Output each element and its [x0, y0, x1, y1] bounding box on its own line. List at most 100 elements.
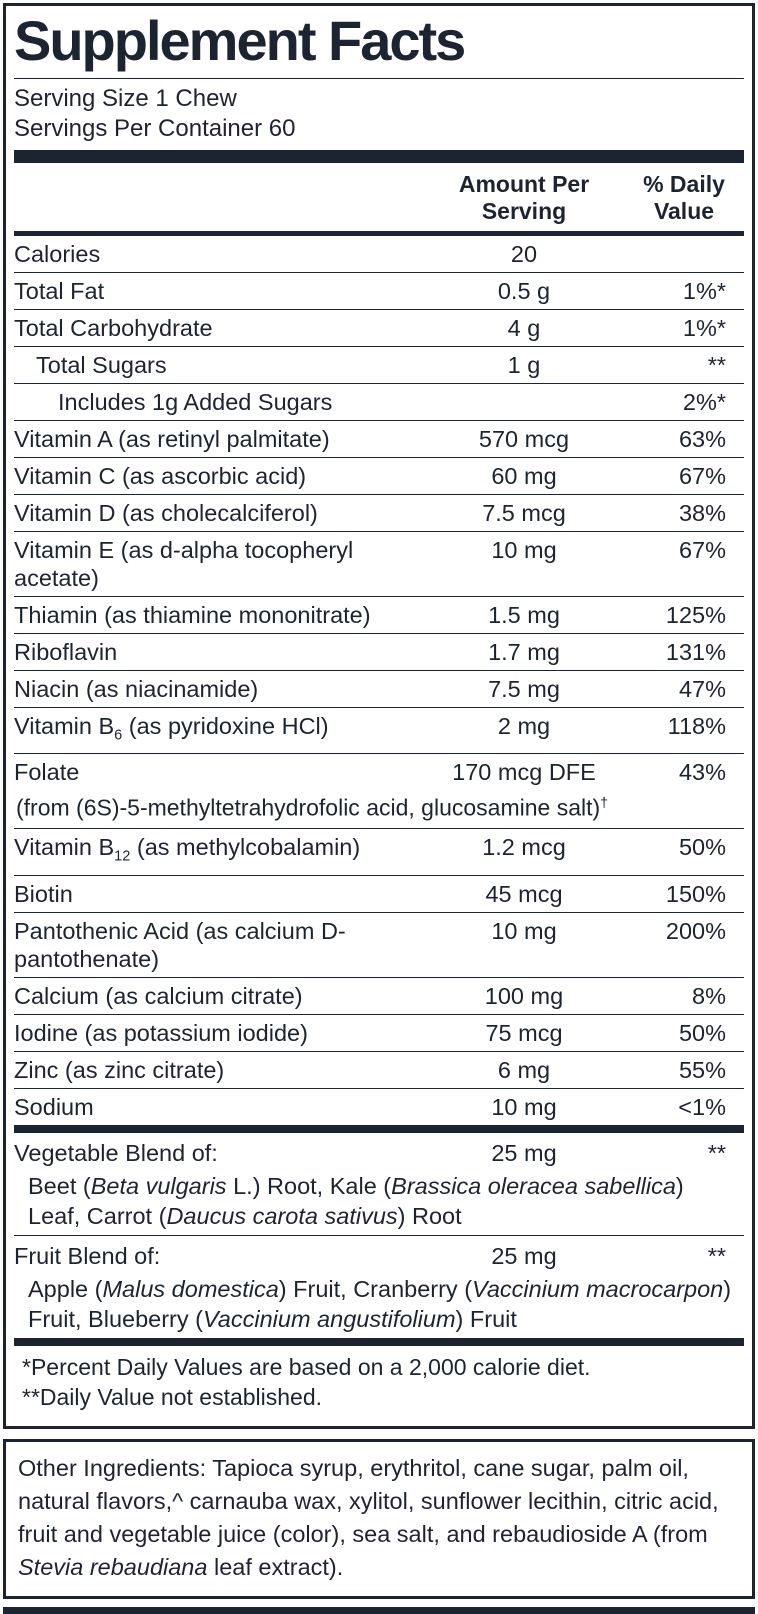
table-row: Vitamin D (as cholecalciferol) 7.5 mcg 38%: [14, 495, 744, 532]
nutrient-name: Iodine (as potassium iodide): [14, 1019, 308, 1046]
table-row: Calories 20: [14, 236, 744, 273]
divider-thick-top: [14, 149, 744, 163]
nutrient-dv: 1%*: [682, 277, 726, 304]
nutrient-amount: 75 mcg: [485, 1019, 563, 1046]
nutrient-amount: 60 mg: [491, 462, 557, 489]
nutrient-dv: 2%*: [682, 388, 726, 415]
nutrient-name: Calcium (as calcium citrate): [14, 982, 303, 1009]
footnote-line: *Percent Daily Values are based on a 2,0…: [22, 1353, 591, 1380]
nutrient-amount: 45 mcg: [485, 880, 563, 907]
nutrient-name: Vitamin B12 (as methylcobalamin): [14, 833, 361, 865]
table-row: Vitamin C (as ascorbic acid) 60 mg 67%: [14, 458, 744, 495]
nutrient-amount: 7.5 mcg: [482, 499, 566, 526]
nutrient-name: Vitamin A (as retinyl palmitate): [14, 425, 330, 452]
nutrient-name: Total Fat: [14, 277, 105, 304]
nutrient-dv: 38%: [678, 499, 726, 526]
nutrient-dv: 67%: [678, 462, 726, 489]
table-row: Biotin 45 mcg 150%: [14, 876, 744, 913]
nutrient-name: Vitamin C (as ascorbic acid): [14, 462, 307, 489]
nutrient-amount: 0.5 g: [497, 277, 551, 304]
blend-dv: **: [707, 1242, 726, 1269]
nutrient-dv: 150%: [665, 880, 726, 907]
nutrient-name: Total Sugars: [36, 351, 167, 378]
nutrient-dv: <1%: [678, 1093, 726, 1120]
nutrient-amount: 4 g: [507, 314, 541, 341]
nutrient-name: Vitamin D (as cholecalciferol): [14, 499, 318, 526]
nutrient-dv: 8%: [692, 982, 726, 1009]
serving-size: Serving Size 1 Chew: [14, 84, 237, 112]
other-ingredients-text: Other Ingredients: Tapioca syrup, erythr…: [18, 1454, 719, 1580]
nutrient-amount: 1.5 mg: [488, 601, 560, 628]
table-row: Vitamin B6 (as pyridoxine HCl) 2 mg 118%: [14, 708, 744, 755]
nutrient-name: Pantothenic Acid (as calcium D-pantothen…: [14, 917, 346, 972]
nutrient-name: Thiamin (as thiamine mononitrate): [14, 601, 371, 628]
supplement-facts-panel: Supplement Facts Serving Size 1 Chew Ser…: [3, 3, 755, 1429]
table-header: Amount Per Serving % Daily Value: [14, 163, 744, 236]
nutrient-amount: 10 mg: [491, 917, 557, 944]
footnote-line: **Daily Value not established.: [22, 1383, 323, 1410]
nutrient-amount: 20: [510, 240, 538, 267]
nutrient-dv: 47%: [678, 675, 726, 702]
table-row: Vitamin B12 (as methylcobalamin) 1.2 mcg 5…: [14, 829, 744, 876]
nutrient-amount: 10 mg: [491, 1093, 557, 1120]
nutrient-name: Calories: [14, 240, 101, 267]
blend-name: Fruit Blend of:: [14, 1242, 161, 1269]
nutrient-dv: 67%: [678, 536, 726, 563]
next-panel-edge: [3, 1606, 755, 1614]
table-row: Sodium 10 mg <1%: [14, 1089, 744, 1125]
nutrient-amount: 1.7 mg: [488, 638, 560, 665]
header-percent-daily-value: % Daily Value: [643, 170, 725, 224]
table-row: Pantothenic Acid (as calcium D-pantothen…: [14, 913, 744, 978]
nutrient-name: Total Carbohydrate: [14, 314, 213, 341]
nutrient-name: Folate: [14, 759, 80, 786]
nutrient-dv: 63%: [678, 425, 726, 452]
table-row: Calcium (as calcium citrate) 100 mg 8%: [14, 978, 744, 1015]
table-row: Total Sugars 1 g **: [14, 347, 744, 384]
nutrient-subtext: (from (6S)-5-methyltetrahydrofolic acid,…: [16, 794, 609, 821]
table-row: Iodine (as potassium iodide) 75 mcg 50%: [14, 1015, 744, 1052]
nutrient-dv: 50%: [678, 833, 726, 860]
header-amount-per-serving: Amount Per Serving: [458, 170, 590, 224]
nutrient-name: Includes 1g Added Sugars: [58, 388, 333, 415]
table-row: Folate 170 mcg DFE 43% (from (6S)-5-methylt…: [14, 754, 744, 829]
nutrient-name: Riboflavin: [14, 638, 118, 665]
panel-title: Supplement Facts: [14, 6, 744, 79]
nutrient-amount: 1 g: [507, 351, 541, 378]
nutrient-name: Vitamin B6 (as pyridoxine HCl): [14, 712, 329, 744]
nutrient-name: Niacin (as niacinamide): [14, 675, 259, 702]
blend-dv: **: [707, 1139, 726, 1166]
divider-thick-blends: [14, 1124, 744, 1133]
nutrient-amount: 10 mg: [491, 536, 557, 563]
nutrient-amount: 2 mg: [497, 712, 551, 739]
nutrient-name: Vitamin E (as d-alpha tocopheryl acetate…: [14, 536, 354, 591]
nutrient-amount: 100 mg: [484, 982, 564, 1009]
nutrient-dv: 43%: [678, 759, 726, 786]
nutrient-amount: 170 mcg DFE: [452, 759, 596, 786]
serving-info: Serving Size 1 Chew Servings Per Contain…: [14, 79, 744, 150]
nutrient-amount: 570 mcg: [478, 425, 570, 452]
nutrient-name: Zinc (as zinc citrate): [14, 1056, 225, 1083]
other-ingredients-box: Other Ingredients: Tapioca syrup, erythr…: [3, 1438, 755, 1599]
blend-row: Vegetable Blend of: 25 mg ** Beet (Beta vul…: [14, 1133, 744, 1235]
divider-thick-footnotes: [14, 1337, 744, 1346]
nutrient-dv: 1%*: [682, 314, 726, 341]
footnotes: *Percent Daily Values are based on a 2,0…: [14, 1346, 744, 1420]
blend-row: Fruit Blend of: 25 mg ** Apple (Malus domes…: [14, 1234, 744, 1338]
blend-detail: Apple (Malus domestica) Fruit, Cranberry…: [28, 1275, 732, 1332]
nutrient-amount: 6 mg: [497, 1056, 551, 1083]
nutrient-amount: 7.5 mg: [488, 675, 560, 702]
nutrient-dv: 131%: [665, 638, 726, 665]
nutrient-dv: 200%: [665, 917, 726, 944]
table-row: Riboflavin 1.7 mg 131%: [14, 634, 744, 671]
nutrient-dv: 50%: [678, 1019, 726, 1046]
nutrient-rows: Calories 20 Total Fat 0.5 g 1%* Total Carbohy…: [14, 236, 744, 1125]
nutrient-dv: 118%: [667, 712, 726, 739]
table-row: Thiamin (as thiamine mononitrate) 1.5 mg 1…: [14, 597, 744, 634]
nutrient-dv: 55%: [678, 1056, 726, 1083]
blend-rows: Vegetable Blend of: 25 mg ** Beet (Beta vul…: [14, 1133, 744, 1338]
blend-detail: Beet (Beta vulgaris L.) Root, Kale (Bras…: [28, 1172, 684, 1229]
table-row: Total Fat 0.5 g 1%*: [14, 273, 744, 310]
blend-amount: 25 mg: [491, 1242, 557, 1269]
table-row: Vitamin A (as retinyl palmitate) 570 mcg 6…: [14, 421, 744, 458]
blend-name: Vegetable Blend of:: [14, 1139, 218, 1166]
